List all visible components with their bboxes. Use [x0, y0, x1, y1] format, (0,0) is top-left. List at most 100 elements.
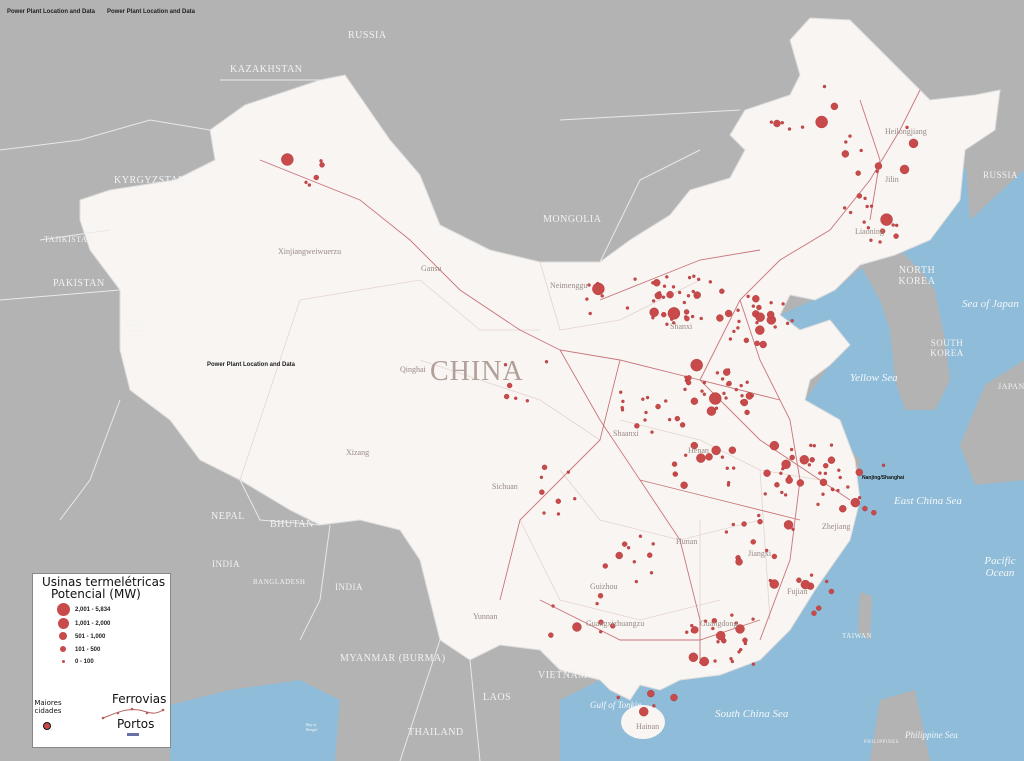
power-plant-marker — [720, 377, 725, 381]
power-plant-marker — [506, 382, 513, 389]
power-plant-marker — [842, 206, 847, 210]
power-plant-marker — [643, 418, 647, 422]
power-plant-marker — [869, 238, 873, 242]
label-xinjiang: Xinjiangweiwuerzu — [278, 247, 342, 256]
power-plant-marker — [856, 193, 863, 199]
power-plant-marker — [679, 422, 686, 428]
power-plant-marker — [822, 84, 827, 89]
power-plant-marker — [690, 358, 703, 372]
power-plant-marker — [722, 391, 726, 396]
power-plant-marker — [615, 551, 623, 560]
power-plant-marker — [740, 398, 749, 407]
power-plant-marker — [722, 368, 731, 376]
power-plant-marker — [759, 340, 767, 349]
korea — [860, 250, 950, 410]
power-plant-marker — [610, 623, 616, 629]
power-plant-marker — [891, 223, 895, 227]
power-plant-marker — [713, 659, 717, 663]
legend-class-5: 0 - 100 — [75, 659, 94, 665]
power-plant-marker — [696, 453, 706, 463]
power-plant-marker — [588, 311, 592, 316]
power-plant-marker — [844, 140, 848, 144]
power-plant-marker — [683, 453, 688, 457]
power-plant-marker — [304, 180, 308, 185]
map-legend: Usinas termelétricas Potencial (MW) 2,00… — [32, 573, 171, 748]
power-plant-marker — [750, 393, 755, 398]
power-plant-marker — [751, 304, 756, 308]
power-plant-marker — [752, 295, 760, 303]
power-plant-marker — [731, 466, 736, 470]
power-plant-marker — [796, 577, 802, 583]
power-plant-marker — [599, 630, 603, 634]
power-plant-marker — [857, 496, 862, 500]
label-yunnan: Yunnan — [473, 612, 498, 621]
label-kazakhstan: KAZAKHSTAN — [230, 64, 303, 75]
power-plant-marker — [791, 527, 795, 531]
power-plant-marker — [905, 125, 909, 130]
railway-line — [559, 349, 701, 660]
power-plant-marker — [514, 396, 518, 400]
power-plant-marker — [824, 579, 829, 584]
power-plant-marker — [597, 593, 604, 599]
power-plant-marker — [572, 622, 582, 632]
power-plant-marker — [740, 394, 744, 398]
power-plant-marker — [651, 542, 655, 546]
power-plant-marker — [729, 656, 733, 661]
label-guangdong: Guangdong — [700, 619, 738, 628]
power-plant-marker — [281, 153, 294, 166]
province-borders — [239, 261, 821, 660]
power-plant-marker — [781, 459, 791, 470]
label-hunan: Hunan — [676, 537, 698, 546]
power-plant-marker — [688, 652, 699, 662]
power-plant-marker — [671, 461, 678, 467]
power-plant-marker — [823, 463, 829, 469]
label-shaanxi: Shaanxi — [613, 429, 639, 438]
label-guangxi: Guangxizhuangzu — [586, 619, 645, 628]
power-plant-marker — [725, 466, 729, 470]
label-sichuan: Sichuan — [492, 482, 518, 491]
power-plant-marker — [839, 505, 847, 513]
power-plant-marker — [771, 553, 778, 560]
label-vietnam: VIETNAM — [538, 670, 588, 681]
power-plant-marker — [756, 304, 762, 311]
power-plant-marker — [690, 397, 699, 405]
power-plant-marker — [598, 619, 604, 625]
power-plant-marker — [692, 274, 696, 278]
power-plant-marker — [686, 294, 691, 298]
power-plant-marker — [625, 306, 630, 310]
power-plant-marker — [650, 430, 654, 434]
power-plant-marker — [848, 210, 853, 215]
legend-class-2: 1,001 - 2,000 — [75, 621, 111, 627]
power-plant-marker — [785, 321, 790, 326]
power-plant-marker — [665, 275, 669, 279]
power-plant-marker — [800, 125, 805, 129]
hainan-island — [621, 705, 665, 739]
label-pacific-ocean: Pacific Ocean — [984, 555, 1016, 579]
power-plant-marker — [773, 325, 777, 329]
philippines — [870, 690, 930, 761]
railway-line — [259, 159, 781, 401]
power-plant-marker — [671, 321, 676, 325]
legend-title: Usinas termelétricas — [42, 575, 166, 589]
power-plant-marker — [757, 513, 761, 518]
power-plant-marker — [616, 695, 620, 700]
power-plant-marker — [848, 134, 852, 138]
power-plant-marker — [755, 320, 759, 325]
taiwan — [858, 592, 872, 640]
power-plant-marker — [525, 399, 530, 403]
power-plant-marker — [862, 220, 866, 224]
power-plant-marker — [667, 417, 672, 422]
power-plant-marker — [633, 277, 637, 281]
power-plant-marker — [621, 399, 625, 404]
label-zhejiang: Zhejiang — [822, 522, 851, 531]
power-plant-marker — [780, 121, 784, 125]
power-plant-marker — [769, 579, 779, 589]
power-plant-marker — [809, 443, 813, 448]
power-plant-marker — [744, 409, 750, 416]
label-japan: JAPAN — [998, 382, 1024, 391]
label-guizhou: Guizhou — [590, 582, 618, 591]
power-plant-marker — [691, 289, 695, 294]
header-title-right: Power Plant Location and Data — [107, 9, 196, 15]
power-plant-marker — [779, 471, 783, 475]
power-plant-marker — [741, 521, 747, 527]
